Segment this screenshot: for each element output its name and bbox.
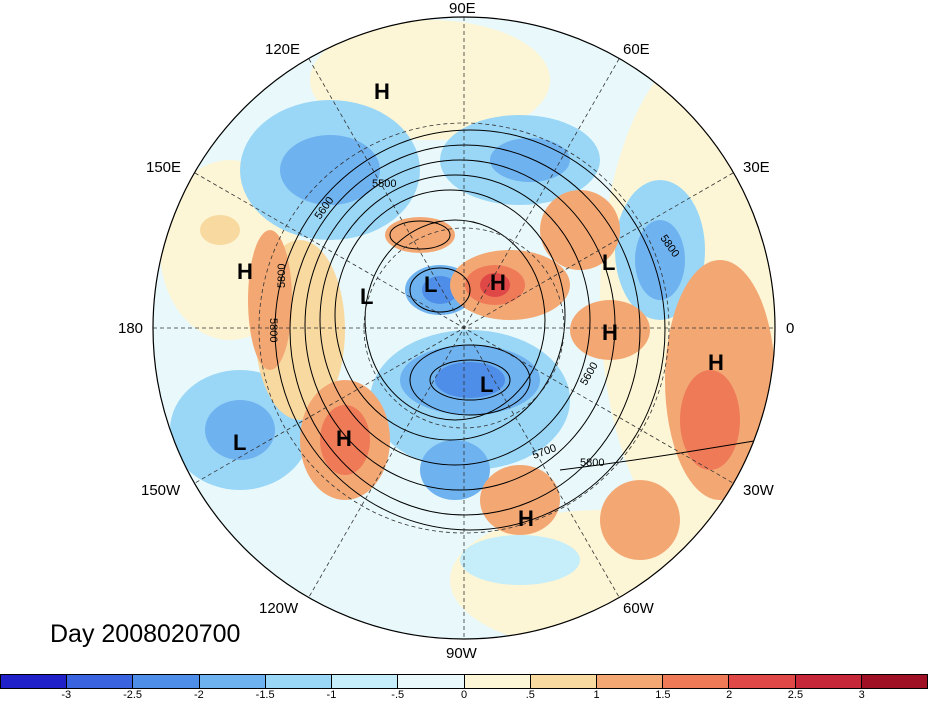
map-boundary — [152, 16, 776, 640]
contour-label: 5500 — [372, 178, 396, 190]
colorbar-swatch — [530, 675, 597, 688]
pressure-center-h: H — [336, 426, 352, 451]
lon-label-120e: 120E — [265, 41, 301, 58]
colorbar-swatch — [265, 675, 333, 688]
colorbar-tick-label: -3 — [61, 689, 72, 701]
contour-label: 5800 — [276, 264, 288, 288]
pressure-center-h: H — [708, 350, 724, 375]
colorbar-swatch — [398, 675, 465, 688]
polar-stereographic-map: H H L L H L H H L L H H 5500 5600 5800 5… — [152, 16, 776, 640]
colorbar-tick-label: -.5 — [391, 689, 405, 701]
pressure-center-l: L — [602, 250, 615, 275]
pressure-center-h: H — [490, 270, 506, 295]
colorbar-tick-label: 1.5 — [655, 689, 671, 701]
colorbar-tick-label: 2.5 — [787, 689, 804, 701]
colorbar-swatch — [1, 675, 68, 688]
colorbar-swatch — [199, 675, 266, 688]
lon-label-30e: 30E — [743, 159, 770, 176]
colorbar-tick-label: 0 — [460, 689, 468, 701]
colorbar-ticks: -3 -2.5 -2 -1.5 -1 -.5 0 .5 1 1.5 2 2.5 3 — [0, 689, 928, 702]
pressure-center-h: H — [374, 79, 390, 104]
pressure-center-h: H — [602, 320, 618, 345]
lon-label-120w: 120W — [259, 600, 299, 617]
pressure-centers: H H L L H L H H L L H H — [233, 79, 724, 531]
colorbar-swatch — [861, 675, 928, 688]
anomaly-field — [153, 17, 775, 639]
pressure-center-l: L — [424, 272, 437, 297]
pressure-center-l: L — [233, 430, 246, 455]
colorbar-tick-label: -1.5 — [255, 689, 275, 701]
lon-label-180: 180 — [118, 320, 144, 337]
colorbar-tick-label: -1 — [326, 689, 337, 701]
colorbar: -3 -2.5 -2 -1.5 -1 -.5 0 .5 1 1.5 2 2.5 3 — [0, 674, 928, 702]
pressure-center-l: L — [480, 372, 493, 397]
colorbar-swatch — [663, 675, 730, 688]
lon-label-30w: 30W — [743, 482, 774, 499]
contour-label: 5800 — [267, 318, 279, 342]
pressure-center-h: H — [237, 259, 253, 284]
colorbar-swatch — [795, 675, 862, 688]
height-contours — [274, 129, 761, 531]
colorbar-swatch — [67, 675, 134, 688]
colorbar-tick-label: -2.5 — [123, 689, 143, 701]
lon-label-90e: 90E — [449, 0, 476, 17]
pressure-center-l: L — [360, 284, 373, 309]
lon-label-60e: 60E — [623, 41, 650, 58]
contour-label: 5800 — [580, 457, 604, 469]
colorbar-swatch — [464, 675, 531, 688]
lon-label-150w: 150W — [141, 482, 181, 499]
colorbar-swatches — [0, 674, 928, 689]
day-title: Day 2008020700 — [50, 620, 241, 648]
colorbar-tick-label: 1 — [593, 689, 600, 701]
colorbar-swatch — [133, 675, 200, 688]
colorbar-tick-label: 2 — [726, 689, 733, 701]
colorbar-tick-label: .5 — [525, 689, 535, 701]
colorbar-tick-label: 3 — [858, 689, 865, 701]
graticule — [153, 17, 775, 639]
lon-label-60w: 60W — [623, 600, 654, 617]
lon-label-0: 0 — [786, 320, 795, 337]
colorbar-swatch — [729, 675, 796, 688]
pressure-center-h: H — [518, 506, 534, 531]
lon-label-90w: 90W — [446, 645, 477, 662]
colorbar-swatch — [596, 675, 664, 688]
colorbar-swatch — [332, 675, 399, 688]
lon-label-150e: 150E — [146, 159, 182, 176]
colorbar-tick-label: -2 — [193, 689, 204, 701]
